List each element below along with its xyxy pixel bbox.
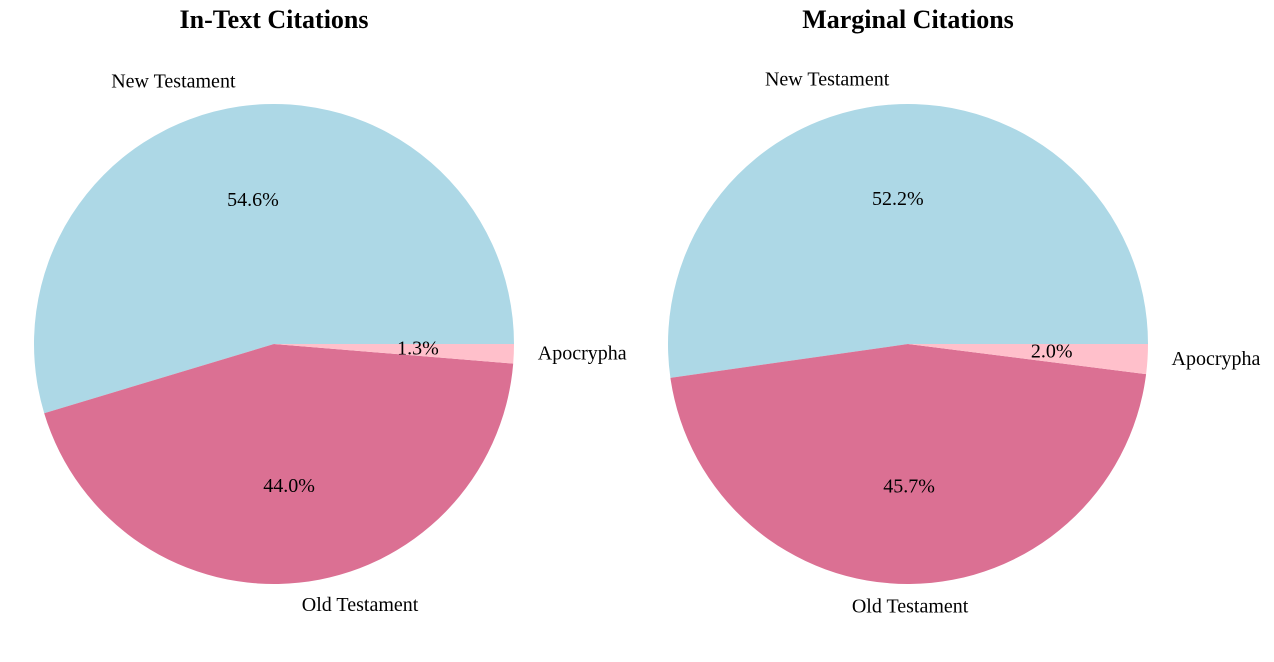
pct-label-old-testament: 44.0% (263, 475, 315, 497)
pie-slices (668, 103, 1148, 584)
pie-slice-apocrypha (274, 344, 514, 364)
pct-label-new-testament: 52.2% (872, 188, 924, 210)
pie-slice-new-testament (668, 103, 1148, 378)
slice-label-old-testament: Old Testament (302, 594, 419, 616)
pct-label-new-testament: 54.6% (227, 189, 279, 211)
pie-slice-new-testament (34, 103, 514, 414)
pie-labels: New Testament 52.2% Old Testament 45.7% Apoc… (765, 68, 1260, 617)
pie-chart-in-text: In-Text Citations New Testament 54.6% Old … (34, 5, 627, 616)
slice-label-apocrypha: Apocrypha (538, 342, 627, 364)
pie-slice-old-testament (44, 344, 514, 585)
chart-title-in-text: In-Text Citations (179, 5, 368, 34)
pct-label-old-testament: 45.7% (883, 476, 935, 498)
pie-slice-old-testament (670, 344, 1147, 584)
pie-chart-marginal: Marginal Citations New Testament 52.2% Old… (668, 5, 1260, 618)
pct-label-apocrypha: 1.3% (397, 337, 439, 359)
chart-title-marginal: Marginal Citations (802, 5, 1014, 34)
pie-slice-apocrypha (908, 344, 1148, 375)
pie-labels: New Testament 54.6% Old Testament 44.0% Apoc… (111, 70, 627, 616)
slice-label-new-testament: New Testament (111, 70, 236, 92)
pie-slices (34, 103, 514, 585)
slice-label-apocrypha: Apocrypha (1172, 348, 1261, 370)
slice-label-new-testament: New Testament (765, 68, 890, 90)
slice-label-old-testament: Old Testament (852, 596, 969, 618)
pct-label-apocrypha: 2.0% (1031, 341, 1073, 363)
